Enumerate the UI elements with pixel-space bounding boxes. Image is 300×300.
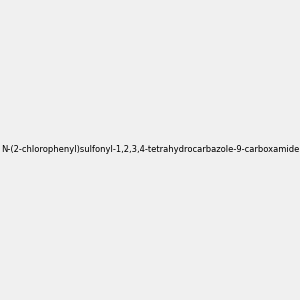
Text: N-(2-chlorophenyl)sulfonyl-1,2,3,4-tetrahydrocarbazole-9-carboxamide: N-(2-chlorophenyl)sulfonyl-1,2,3,4-tetra… xyxy=(1,146,299,154)
